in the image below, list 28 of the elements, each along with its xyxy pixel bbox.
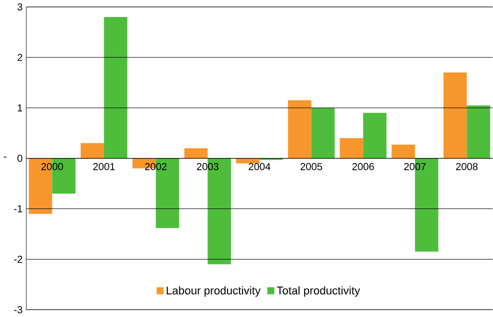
x-tick-label: 2006 [352, 163, 374, 170]
bar [288, 100, 312, 158]
bar [392, 144, 415, 158]
y-tick-label: 3 [17, 4, 22, 11]
y-tick-label: 2 [18, 54, 22, 62]
x-tick-label: 2004 [248, 163, 270, 170]
y-tick-label: -2 [14, 256, 22, 263]
y-axis-title: - [4, 156, 6, 158]
x-tick-label: 2005 [300, 163, 322, 170]
bar [80, 143, 104, 158]
y-tick-label: -1 [14, 205, 22, 212]
x-tick-label: 2008 [456, 163, 478, 170]
x-tick-label: 2007 [404, 163, 426, 170]
bar [363, 113, 386, 158]
y-tick-label: 0 [17, 154, 22, 162]
bar [104, 17, 128, 158]
bar [236, 158, 260, 164]
x-tick-label: 2002 [145, 163, 167, 170]
y-tick-label: 1 [18, 104, 22, 112]
y-tick-label: -3 [14, 306, 22, 314]
bar [184, 148, 208, 158]
x-tick-label: 2001 [93, 163, 115, 170]
bar [466, 106, 490, 158]
bar [443, 72, 467, 158]
bar [340, 138, 364, 158]
bar [311, 108, 335, 158]
legend-label: Labour productivity [166, 286, 261, 297]
legend-label: Total productivity [276, 286, 360, 297]
